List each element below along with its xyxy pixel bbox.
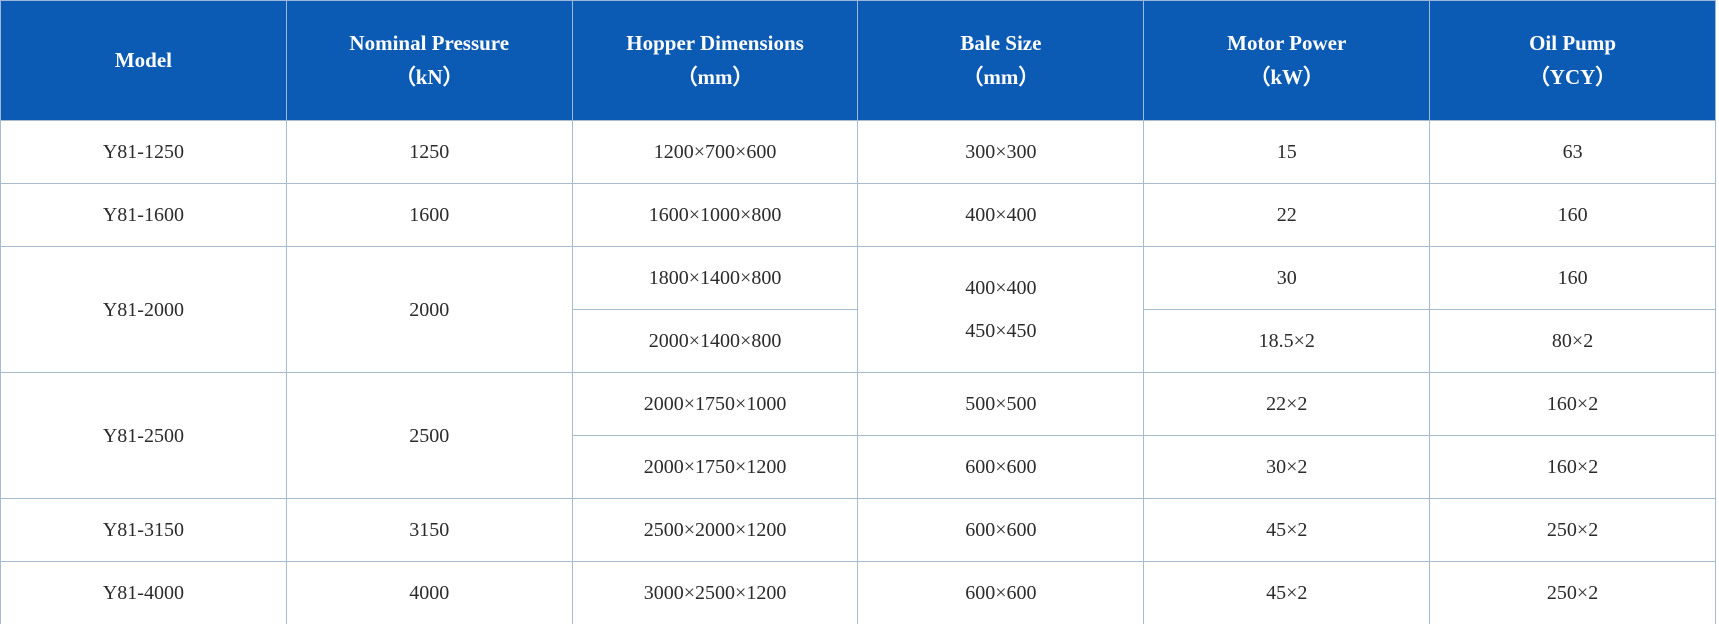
- cell-model: Y81-1600: [0, 183, 287, 247]
- cell-hopper: 2000×1400×800: [571, 309, 859, 373]
- header-bale-size-unit: （mm）: [962, 65, 1040, 89]
- cell-hopper: 2000×1750×1200: [571, 435, 859, 499]
- cell-pump: 250×2: [1429, 498, 1716, 562]
- table-row: Y81-2500 2500 2000×1750×1000 500×500 22×…: [0, 372, 1716, 499]
- cell-hopper: 1800×1400×800: [571, 246, 859, 310]
- header-hopper-dimensions-label: Hopper Dimensions: [626, 30, 804, 55]
- table-row: Y81-2000 2000 1800×1400×800 400×400 450×…: [0, 246, 1716, 373]
- cell-motor: 30×2: [1143, 435, 1431, 499]
- cell-hopper: 2500×2000×1200: [571, 498, 859, 562]
- cell-hopper: 3000×2500×1200: [571, 561, 859, 624]
- header-hopper-dimensions: Hopper Dimensions （mm）: [571, 0, 859, 121]
- cell-hopper: 1600×1000×800: [571, 183, 859, 247]
- cell-motor: 22×2: [1143, 372, 1431, 436]
- cell-pressure: 2500: [285, 372, 573, 499]
- cell-pump: 160: [1429, 183, 1716, 247]
- cell-motor: 22: [1143, 183, 1431, 247]
- header-oil-pump: Oil Pump （YCY）: [1429, 0, 1716, 121]
- cell-bale: 600×600: [857, 435, 1145, 499]
- header-model: Model: [0, 0, 287, 121]
- cell-pump: 63: [1429, 120, 1716, 184]
- cell-pump: 80×2: [1429, 309, 1716, 373]
- header-hopper-dimensions-unit: （mm）: [676, 65, 754, 89]
- cell-pump: 160: [1429, 246, 1716, 310]
- cell-bale: 400×400: [857, 183, 1145, 247]
- cell-hopper: 2000×1750×1000: [571, 372, 859, 436]
- table-header: Model Nominal Pressure （kN） Hopper Dimen…: [0, 0, 1716, 121]
- cell-bale: 500×500: [857, 372, 1145, 436]
- cell-model: Y81-4000: [0, 561, 287, 624]
- cell-pressure: 2000: [285, 246, 573, 373]
- header-nominal-pressure-unit: （kN）: [394, 65, 464, 89]
- cell-model: Y81-3150: [0, 498, 287, 562]
- cell-model: Y81-2000: [0, 246, 287, 373]
- cell-pressure: 1600: [285, 183, 573, 247]
- table-body: Y81-1250 1250 1200×700×600 300×300 15 63…: [0, 120, 1716, 624]
- table-row: Y81-3150 3150 2500×2000×1200 600×600 45×…: [0, 498, 1716, 562]
- table-row: Y81-1600 1600 1600×1000×800 400×400 22 1…: [0, 183, 1716, 247]
- header-oil-pump-label: Oil Pump: [1529, 30, 1617, 55]
- cell-pressure: 3150: [285, 498, 573, 562]
- header-motor-power-unit: （kW）: [1249, 65, 1325, 89]
- cell-motor: 18.5×2: [1143, 309, 1431, 373]
- header-nominal-pressure-label: Nominal Pressure: [349, 30, 510, 55]
- header-nominal-pressure: Nominal Pressure （kN）: [285, 0, 573, 121]
- table-row: 2000×1400×800 18.5×2 80×2: [1, 309, 1716, 373]
- cell-bale: 300×300: [857, 120, 1145, 184]
- table-row: 2000×1750×1200 600×600 30×2 160×2: [1, 435, 1716, 499]
- cell-bale: 600×600: [857, 561, 1145, 624]
- cell-model: Y81-1250: [0, 120, 287, 184]
- cell-pressure: 4000: [285, 561, 573, 624]
- header-bale-size-label: Bale Size: [960, 30, 1042, 55]
- header-row: Model Nominal Pressure （kN） Hopper Dimen…: [0, 0, 1716, 121]
- cell-pump: 160×2: [1429, 435, 1716, 499]
- cell-motor: 45×2: [1143, 561, 1431, 624]
- cell-model: Y81-2500: [0, 372, 287, 499]
- cell-motor: 30: [1143, 246, 1431, 310]
- cell-hopper: 1200×700×600: [571, 120, 859, 184]
- header-oil-pump-unit: （YCY）: [1528, 65, 1617, 89]
- header-model-label: Model: [114, 47, 172, 72]
- table-row: Y81-1250 1250 1200×700×600 300×300 15 63: [0, 120, 1716, 184]
- header-motor-power: Motor Power （kW）: [1143, 0, 1431, 121]
- cell-motor: 45×2: [1143, 498, 1431, 562]
- cell-motor: 15: [1143, 120, 1431, 184]
- table-row: Y81-4000 4000 3000×2500×1200 600×600 45×…: [0, 561, 1716, 624]
- cell-pump: 250×2: [1429, 561, 1716, 624]
- cell-pressure: 1250: [285, 120, 573, 184]
- cell-bale: 600×600: [857, 498, 1145, 562]
- cell-pump: 160×2: [1429, 372, 1716, 436]
- cell-bale: 400×400 450×450: [857, 246, 1145, 373]
- header-motor-power-label: Motor Power: [1227, 30, 1347, 55]
- header-bale-size: Bale Size （mm）: [857, 0, 1145, 121]
